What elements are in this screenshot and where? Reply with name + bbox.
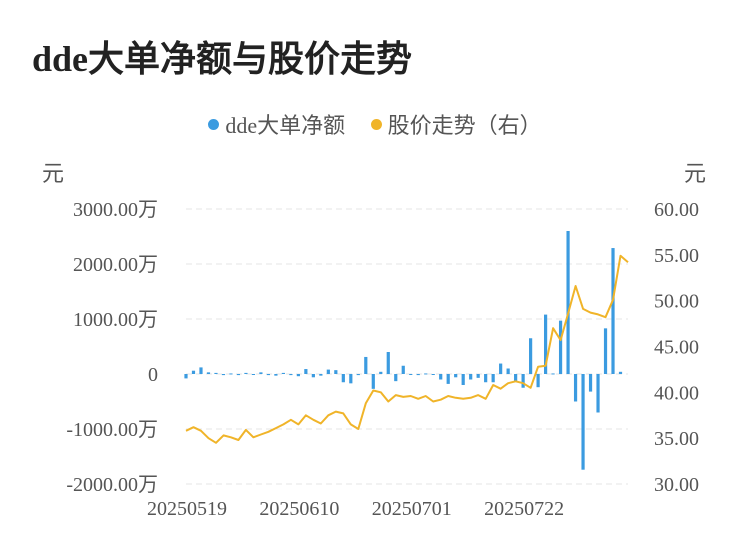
- bar: [454, 374, 458, 378]
- bar: [416, 374, 420, 376]
- axis-ticks: 3000.00万 2000.00万 1000.00万 0 -1000.00万 -2000.…: [66, 199, 699, 520]
- bar: [191, 370, 196, 374]
- bar: [266, 374, 271, 376]
- bar: [281, 372, 285, 374]
- legend-label-dde: dde大单净额: [225, 113, 346, 138]
- bar: [371, 374, 375, 389]
- bar: [491, 374, 495, 383]
- bar: [364, 356, 368, 374]
- x-tick-label: 20250610: [259, 498, 339, 520]
- bar: [341, 374, 345, 383]
- x-tick-label: 20250519: [147, 498, 227, 520]
- bar: [274, 374, 278, 376]
- bar: [236, 374, 241, 376]
- bar: [289, 374, 293, 376]
- bar: [543, 314, 548, 374]
- bar: [476, 374, 480, 378]
- bar: [206, 372, 211, 374]
- bar: [214, 372, 218, 374]
- page-title: dde大单净额与股价走势: [32, 39, 413, 79]
- bar: [296, 374, 300, 377]
- bar: [558, 320, 563, 374]
- bar: [603, 328, 608, 374]
- bar: [199, 367, 203, 374]
- bar: [611, 248, 615, 374]
- right-tick-label: 40.00: [654, 382, 699, 404]
- bar: [431, 374, 435, 375]
- x-tick-label: 20250701: [372, 498, 452, 520]
- price-line: [185, 254, 629, 444]
- bar: [356, 374, 360, 376]
- bar: [439, 374, 443, 380]
- bar: [319, 374, 323, 376]
- right-tick-label: 45.00: [654, 337, 699, 359]
- bar: [551, 373, 555, 375]
- left-tick-label: 0: [148, 364, 158, 386]
- left-tick-label: -1000.00万: [66, 419, 158, 441]
- right-tick-label: 50.00: [654, 291, 699, 313]
- right-axis-unit: 元: [684, 161, 707, 186]
- left-tick-label: 1000.00万: [73, 309, 158, 331]
- bar: [588, 374, 593, 392]
- bar: [349, 374, 353, 384]
- bar: [581, 374, 585, 470]
- bar: [596, 374, 600, 413]
- bar: [618, 371, 623, 374]
- bar: [521, 374, 525, 388]
- bar: [499, 363, 503, 374]
- left-tick-label: 2000.00万: [73, 254, 158, 276]
- left-tick-label: 3000.00万: [73, 199, 158, 221]
- bar: [469, 374, 473, 380]
- bar: [484, 374, 488, 383]
- bar: [566, 231, 570, 374]
- bar: [506, 368, 510, 374]
- x-tick-label: 20250722: [484, 498, 564, 520]
- bar: [514, 374, 518, 382]
- right-tick-label: 55.00: [654, 245, 699, 267]
- bar: [446, 374, 450, 384]
- bar: [409, 374, 413, 375]
- legend-label-price: 股价走势（右）: [387, 113, 542, 138]
- bar: [244, 372, 248, 374]
- bar: [536, 374, 540, 388]
- grid-lines: [186, 208, 628, 485]
- legend-dot-icon: [208, 118, 220, 130]
- bar: [251, 374, 256, 375]
- legend: dde大单净额 股价走势（右）: [0, 108, 750, 140]
- bar: [259, 372, 263, 374]
- legend-item-dde[interactable]: dde大单净额: [208, 108, 345, 140]
- legend-item-price[interactable]: 股价走势（右）: [370, 108, 542, 140]
- left-tick-label: -2000.00万: [66, 474, 158, 496]
- bar: [379, 371, 383, 374]
- bar: [401, 365, 405, 374]
- bar: [529, 338, 533, 374]
- bar: [184, 374, 188, 379]
- line-series: [185, 254, 629, 444]
- bar: [461, 374, 465, 385]
- bar: [334, 370, 338, 374]
- bar: [386, 352, 390, 374]
- bar: [229, 373, 233, 375]
- bar: [573, 374, 578, 402]
- right-tick-label: 30.00: [654, 474, 699, 496]
- bar: [311, 374, 315, 378]
- bar: [326, 369, 330, 374]
- right-tick-label: 60.00: [654, 199, 699, 221]
- left-axis-unit: 元: [42, 161, 65, 186]
- bar: [304, 369, 308, 374]
- bar-series: [184, 231, 623, 470]
- bar: [221, 374, 226, 376]
- legend-dot-icon: [370, 118, 382, 130]
- right-tick-label: 35.00: [654, 428, 699, 450]
- bar: [394, 374, 398, 382]
- bar: [424, 373, 428, 375]
